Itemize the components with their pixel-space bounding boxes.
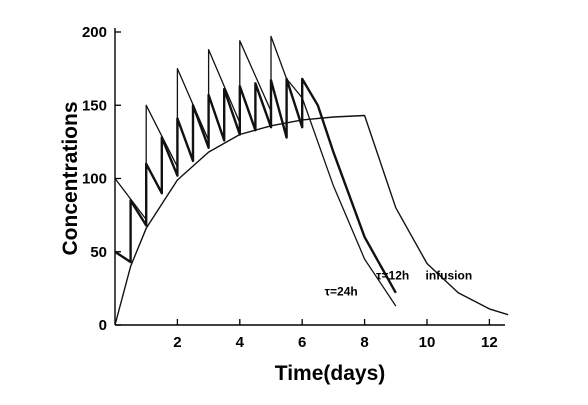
y-tick-label: 100: [82, 171, 107, 188]
series-line-infusion: [114, 114, 509, 326]
series-labels: τ=24h τ=12h infusion: [325, 269, 472, 299]
x-axis-title: Time(days): [275, 362, 386, 385]
x-tick-label: 8: [360, 334, 368, 351]
y-ticks: 0 50 100 150 200: [82, 24, 121, 334]
y-tick-label: 50: [90, 244, 107, 261]
x-tick-label: 2: [173, 334, 181, 351]
series-line-24h: [114, 35, 397, 307]
x-ticks: 2 4 6 8 10 12: [173, 319, 498, 351]
x-tick-label: 10: [419, 334, 436, 351]
series-label-24h: τ=24h: [325, 285, 358, 299]
y-tick-label: 200: [82, 24, 107, 41]
series-label-12h: τ=12h: [376, 269, 409, 283]
y-tick-label: 0: [99, 317, 107, 334]
axes: [114, 28, 505, 326]
x-tick-label: 12: [481, 334, 498, 351]
series-label-infusion: infusion: [426, 269, 473, 283]
x-tick-label: 6: [298, 334, 306, 351]
series-group: [114, 35, 509, 326]
series-line-12h: [114, 77, 397, 294]
y-axis-title: Concentrations: [59, 101, 82, 255]
y-tick-label: 150: [82, 97, 107, 114]
x-tick-label: 4: [236, 334, 245, 351]
